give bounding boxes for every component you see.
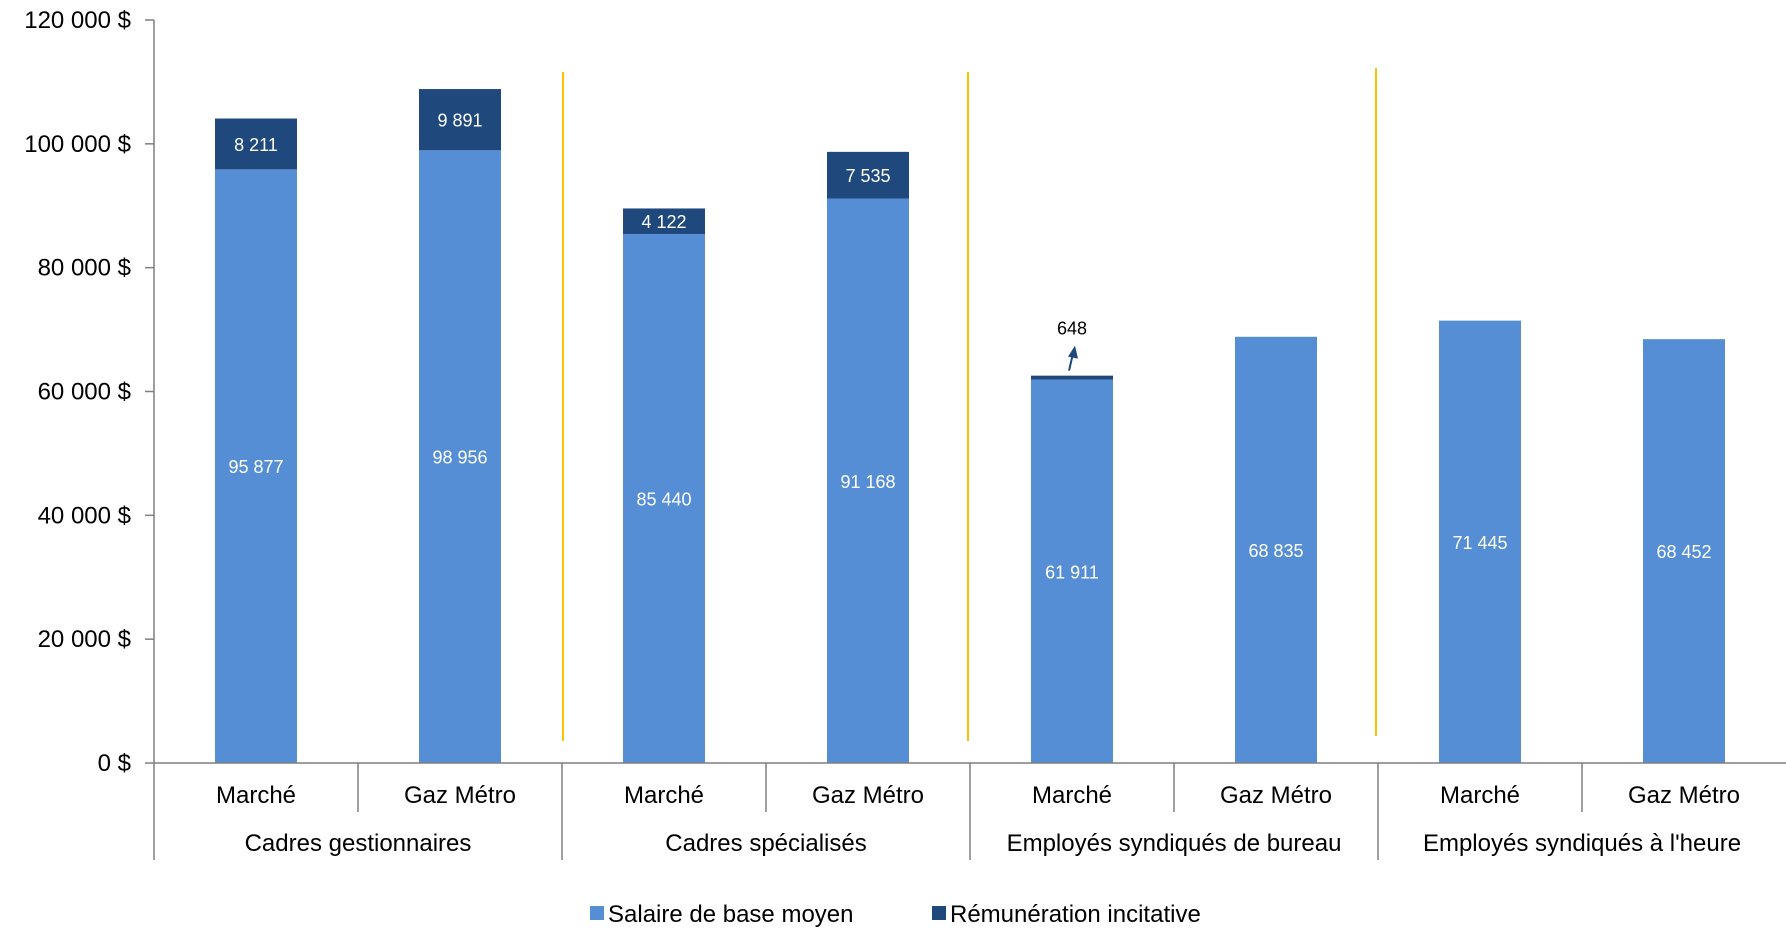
- bar-base-salary: [1643, 339, 1725, 763]
- x-group-label: Cadres gestionnaires: [245, 830, 472, 857]
- bar-base-salary-label: 95 877: [228, 457, 283, 477]
- bar-base-salary: [827, 198, 909, 763]
- bar-base-salary: [623, 233, 705, 763]
- y-axis: 0 $ 20 000 $ 40 000 $ 60 000 $ 80 000 $ 100 0…: [24, 7, 155, 777]
- legend-label: Salaire de base moyen: [608, 901, 853, 928]
- bar-incentive-label: 4 122: [641, 212, 686, 232]
- legend-label: Rémunération incitative: [950, 901, 1201, 928]
- x-category-label: Gaz Métro: [1220, 782, 1332, 809]
- group-separators: [562, 68, 1377, 741]
- y-tick-label: 100 000 $: [24, 131, 131, 158]
- bar-incentive-label: 8 211: [234, 135, 278, 155]
- bar-base-salary-label: 68 452: [1656, 542, 1711, 562]
- legend: Salaire de base moyen Rémunération incita…: [590, 901, 1201, 928]
- bar-base-salary-label: 85 440: [636, 489, 691, 509]
- x-category-label: Marché: [1032, 782, 1112, 809]
- legend-swatch: [932, 906, 946, 920]
- y-tick-label: 60 000 $: [38, 379, 131, 406]
- callout-arrow-head: [1068, 345, 1078, 359]
- bar-base-salary: [1439, 320, 1521, 763]
- x-category-label: Marché: [624, 782, 704, 809]
- bar-incentive-label: 7 535: [845, 166, 890, 186]
- x-group-label: Cadres spécialisés: [665, 830, 866, 857]
- bars: 95 877 8 211 98 956 9 891 85 440 4 122 91 168 7…: [215, 89, 1725, 764]
- x-group-label: Employés syndiqués de bureau: [1007, 830, 1342, 857]
- legend-swatch: [590, 906, 604, 920]
- bar-base-salary: [1235, 336, 1317, 763]
- bar-base-salary-label: 98 956: [432, 448, 487, 468]
- bar-incentive: [623, 208, 705, 234]
- y-tick-label: 20 000 $: [38, 626, 131, 653]
- bar-incentive: [215, 118, 297, 170]
- x-group-label: Employés syndiqués à l'heure: [1423, 830, 1741, 857]
- bar-incentive: [419, 89, 501, 151]
- bar-base-salary: [1031, 379, 1113, 763]
- x-category-label: Gaz Métro: [404, 782, 516, 809]
- y-tick-label: 0 $: [98, 750, 131, 777]
- y-tick-label: 120 000 $: [24, 7, 131, 34]
- bar-incentive: [1031, 375, 1113, 380]
- bar-incentive: [827, 151, 909, 199]
- bar-base-salary-label: 68 835: [1248, 541, 1303, 561]
- bar-base-salary-label: 71 445: [1452, 533, 1507, 553]
- y-tick-label: 80 000 $: [38, 255, 131, 282]
- bar-base-salary: [419, 150, 501, 764]
- x-category-label: Marché: [1440, 782, 1520, 809]
- x-category-label: Gaz Métro: [812, 782, 924, 809]
- bar-base-salary: [215, 169, 297, 763]
- bar-incentive-label: 648: [1057, 319, 1087, 339]
- x-category-label: Gaz Métro: [1628, 782, 1740, 809]
- y-tick-label: 40 000 $: [38, 502, 131, 529]
- bar-base-salary-label: 91 168: [840, 472, 895, 492]
- x-axis: Marché Gaz Métro Marché Gaz Métro Marché Gaz …: [153, 762, 1786, 860]
- bar-base-salary-label: 61 911: [1045, 562, 1099, 582]
- bar-incentive-label: 9 891: [437, 111, 482, 131]
- x-category-label: Marché: [216, 782, 296, 809]
